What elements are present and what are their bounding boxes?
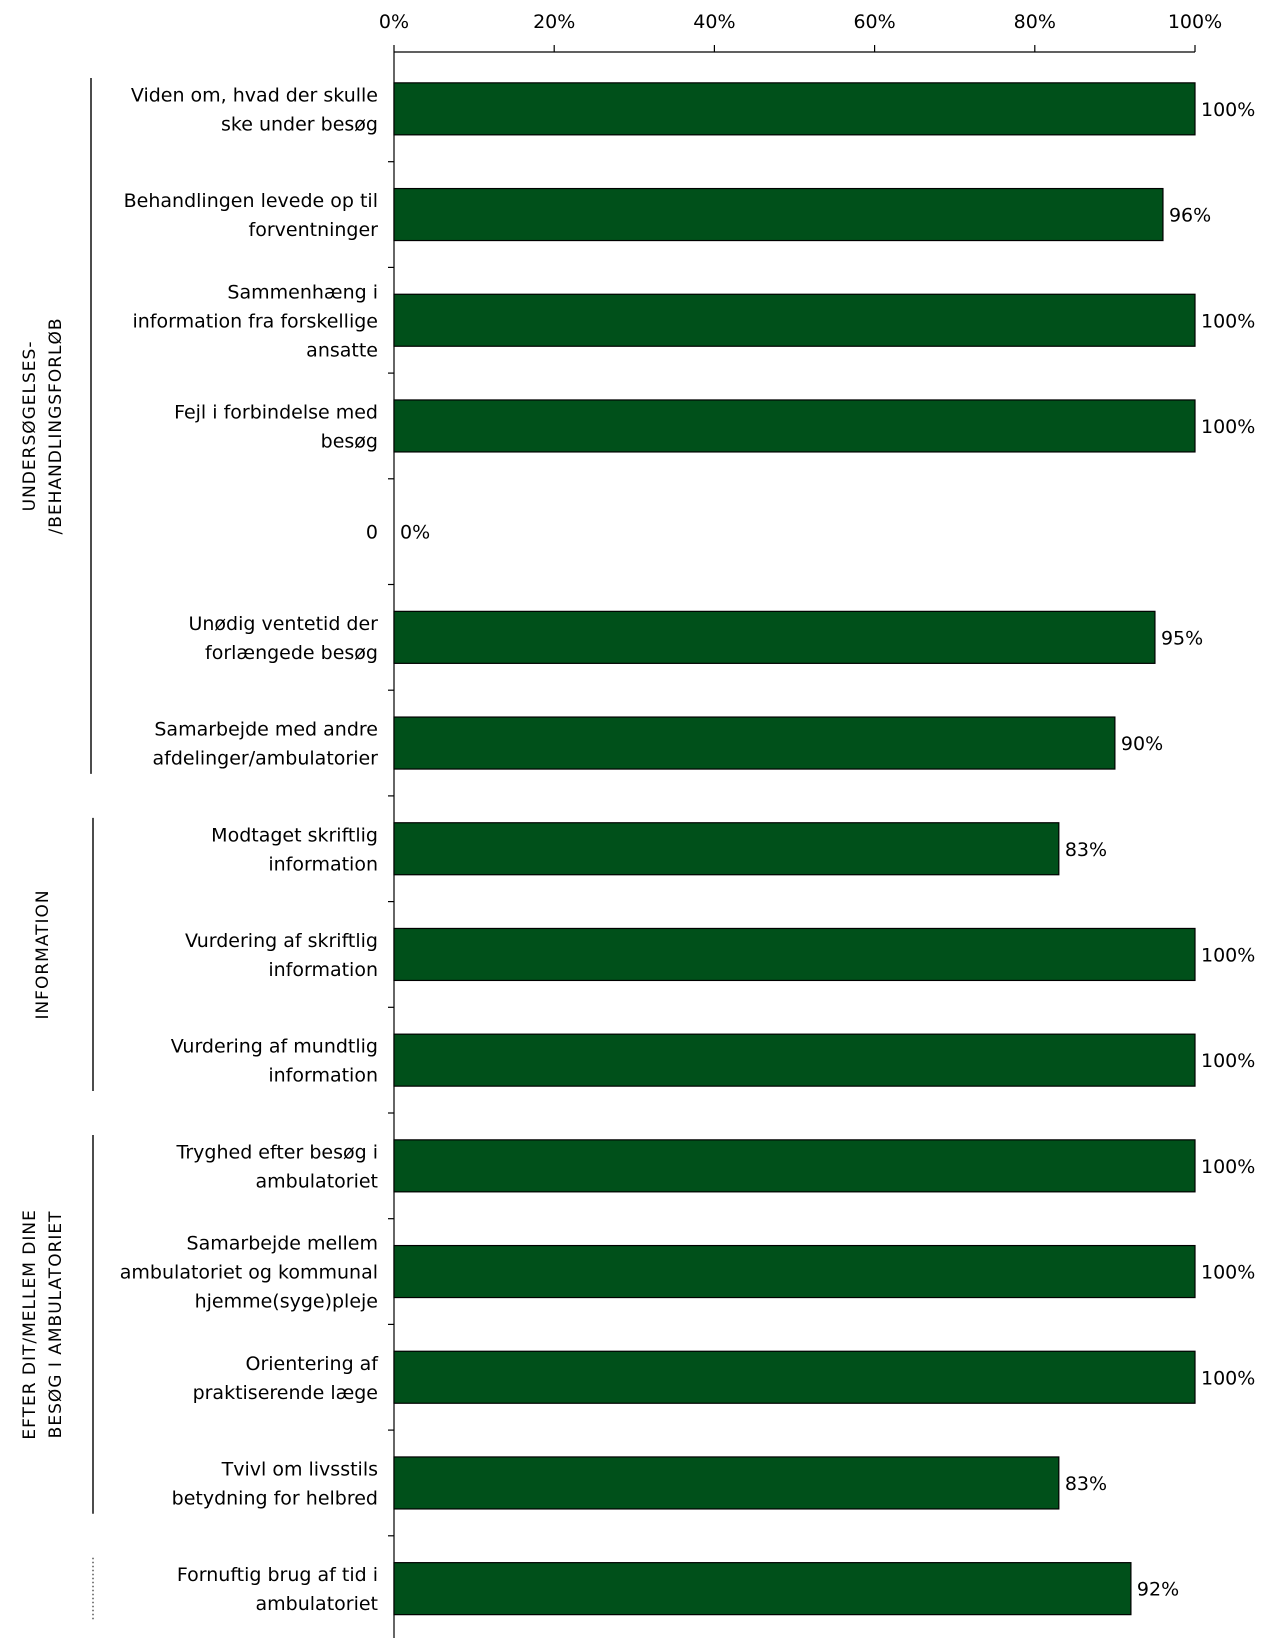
category-label: besøg <box>321 430 378 452</box>
group-label: EFTER DIT/MELLEM DINE <box>20 1209 40 1440</box>
bar <box>393 927 1196 982</box>
group-label: /BEHANDLINGSFORLØB <box>46 317 66 534</box>
value-label: 100% <box>1201 1156 1255 1178</box>
category-label: Tvivl om livsstils <box>221 1458 378 1480</box>
x-tick-label: 40% <box>693 11 735 33</box>
value-label: 100% <box>1201 1367 1255 1389</box>
bar <box>393 1562 1132 1616</box>
category-label: Fornuftig brug af tid i <box>177 1564 378 1586</box>
x-tick-label: 0% <box>379 11 409 33</box>
group-label: UNDERSØGELSES- <box>20 341 40 512</box>
category-label: Behandlingen levede op til <box>124 190 378 212</box>
category-label: information fra forskellige <box>132 310 378 332</box>
category-label: information <box>268 853 378 875</box>
bar <box>393 822 1060 876</box>
value-label: 100% <box>1201 1262 1255 1284</box>
x-tick-label: 60% <box>853 11 895 33</box>
category-label: afdelinger/ambulatorier <box>153 748 379 770</box>
x-tick-label: 80% <box>1014 11 1056 33</box>
value-label: 90% <box>1121 733 1163 755</box>
bar <box>393 1456 1060 1510</box>
value-label: 100% <box>1201 310 1255 332</box>
x-tick-label: 20% <box>533 11 575 33</box>
category-label: Fejl i forbindelse med <box>174 401 378 423</box>
category-label: ansatte <box>306 339 378 361</box>
category-label: Samarbejde med andre <box>154 719 378 741</box>
category-label: ske under besøg <box>221 113 378 135</box>
category-label: 0 <box>366 522 378 544</box>
bar <box>393 187 1164 242</box>
bar <box>393 1033 1196 1087</box>
group-label: BESØG I AMBULATORIET <box>46 1210 66 1438</box>
category-label: Orientering af <box>246 1353 380 1375</box>
bar <box>393 293 1196 347</box>
category-label: hjemme(syge)pleje <box>195 1291 378 1313</box>
category-label: Sammenhæng i <box>227 281 378 303</box>
value-label: 0% <box>400 522 430 544</box>
value-label: 100% <box>1201 1050 1255 1072</box>
category-label: Tryghed efter besøg i <box>176 1141 378 1163</box>
bar <box>393 1139 1196 1193</box>
value-label: 100% <box>1201 944 1255 966</box>
category-label: forlængede besøg <box>205 642 378 664</box>
category-label: forventninger <box>249 219 379 241</box>
category-label: Samarbejde mellem <box>187 1233 378 1255</box>
value-label: 92% <box>1137 1579 1179 1601</box>
category-label: information <box>268 959 378 981</box>
value-label: 83% <box>1065 839 1107 861</box>
x-tick-label: 100% <box>1168 11 1222 33</box>
value-label: 83% <box>1065 1473 1107 1495</box>
bar <box>393 82 1196 136</box>
bar <box>393 716 1116 770</box>
bar <box>393 1244 1196 1299</box>
category-label: ambulatoriet <box>256 1593 378 1615</box>
bar <box>393 399 1196 453</box>
value-label: 96% <box>1169 205 1211 227</box>
value-label: 95% <box>1161 627 1203 649</box>
value-label: 100% <box>1201 416 1255 438</box>
value-label: 100% <box>1201 99 1255 121</box>
category-label: Viden om, hvad der skulle <box>131 84 378 106</box>
group-label: INFORMATION <box>33 889 53 1019</box>
bar <box>393 610 1156 664</box>
category-label: ambulatoriet <box>256 1170 378 1192</box>
category-label: Unødig ventetid der <box>188 613 378 635</box>
category-label: praktiserende læge <box>193 1382 378 1404</box>
category-label: Vurdering af skriftlig <box>185 930 378 952</box>
bar <box>393 1350 1196 1404</box>
category-label: information <box>268 1065 378 1087</box>
category-label: Modtaget skriftlig <box>211 824 378 846</box>
category-label: Vurdering af mundtlig <box>171 1036 378 1058</box>
category-label: betydning for helbred <box>172 1487 378 1509</box>
category-label: ambulatoriet og kommunal <box>120 1262 378 1284</box>
